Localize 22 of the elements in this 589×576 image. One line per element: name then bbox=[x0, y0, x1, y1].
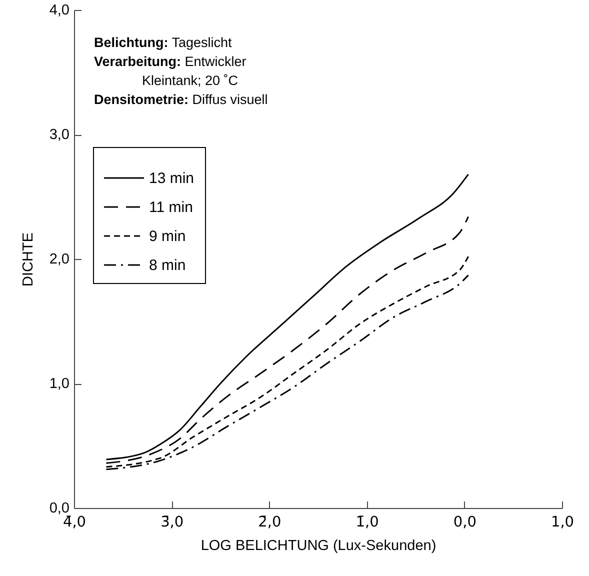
legend-label: 11 min bbox=[149, 199, 193, 216]
annotation: Verarbeitung: Entwickler bbox=[94, 53, 248, 71]
y-axis-title: DICHTE bbox=[20, 232, 36, 286]
x-tick-label: 3̄,0 bbox=[160, 514, 184, 530]
line-series bbox=[105, 174, 470, 460]
y-tick-label: 1,0 bbox=[49, 376, 70, 392]
x-tick-label: 0,0 bbox=[453, 514, 476, 530]
x-tick-label: 2̄,0 bbox=[258, 514, 282, 530]
y-tick-label: 3,0 bbox=[49, 127, 70, 143]
x-tick-label: 4̄,0 bbox=[62, 514, 86, 530]
x-axis-title: LOG BELICHTUNG (Lux-Sekunden) bbox=[200, 538, 436, 554]
legend-label: 13 min bbox=[149, 170, 194, 187]
x-tick-label: 1̄,0 bbox=[356, 514, 379, 530]
y-tick-label: 0,0 bbox=[49, 500, 70, 516]
annotation: Belichtung: Tageslicht bbox=[94, 34, 233, 52]
legend-label: 9 min bbox=[149, 228, 186, 245]
y-tick-label: 2,0 bbox=[49, 252, 70, 268]
y-tick-label: 4,0 bbox=[49, 2, 70, 18]
legend-label: 8 min bbox=[149, 257, 186, 274]
x-tick-label: 1,0 bbox=[550, 514, 574, 530]
annotation: Kleintank; 20 ˚C bbox=[141, 72, 240, 90]
annotation: Densitometrie: Diffus visuell bbox=[94, 91, 268, 109]
